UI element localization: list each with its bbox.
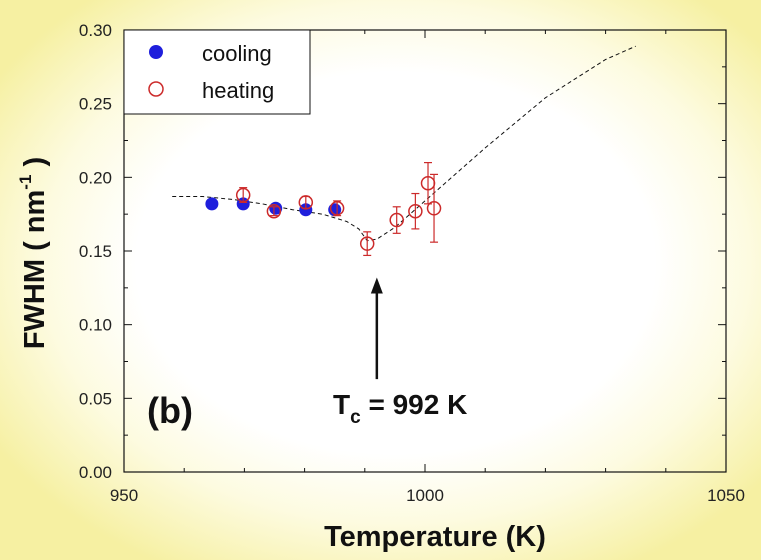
point-heating: [298, 195, 314, 210]
fit-line: [172, 45, 636, 242]
legend-box: [123, 29, 311, 115]
y-tick-label: 0.10: [79, 316, 112, 335]
legend-label-cooling: cooling: [202, 41, 272, 66]
y-tick-label: 0.15: [79, 242, 112, 261]
point-heating: [426, 201, 442, 216]
tc-annotation-main: T: [333, 389, 350, 420]
y-tick-label: 0.25: [79, 95, 112, 114]
point-heating: [389, 212, 404, 228]
tc-arrow-head: [370, 277, 383, 294]
x-tick-label: 950: [110, 486, 138, 505]
tc-annotation-sub: c: [350, 407, 361, 428]
y-axis-title-sup: -1: [16, 175, 35, 190]
y-tick-label: 0.00: [79, 463, 112, 482]
y-tick-label: 0.20: [79, 168, 112, 187]
panel-label: (b): [147, 390, 193, 431]
x-tick-label: 1050: [707, 486, 745, 505]
point-heating: [359, 236, 375, 251]
point-heating: [266, 203, 282, 219]
y-axis-title: FWHM ( nm-1 ): [16, 157, 51, 349]
y-axis-title-main: FWHM ( nm: [19, 190, 51, 349]
point-cooling: [299, 203, 313, 217]
x-axis-title: Temperature (K): [324, 521, 546, 553]
legend-label-heating: heating: [202, 78, 274, 103]
legend-marker-heating: [148, 81, 164, 97]
data-marks: [205, 162, 442, 257]
legend: cooling heating: [123, 29, 311, 115]
tc-annotation-rest: = 992 K: [361, 389, 468, 420]
tc-annotation: Tc = 992 K: [333, 389, 467, 428]
point-heating: [408, 203, 423, 219]
point-heating: [329, 201, 345, 216]
y-tick-label: 0.05: [79, 389, 112, 408]
axis-tick-labels: 950 1000 1050 0.00 0.05 0.10 0.15 0.20 0.25 0.30: [79, 21, 745, 505]
point-heating: [235, 187, 251, 203]
x-tick-label: 1000: [406, 486, 444, 505]
y-tick-label: 0.30: [79, 21, 112, 40]
legend-marker-cooling: [149, 45, 163, 59]
point-cooling: [205, 197, 219, 211]
y-axis-title-close: ): [19, 157, 51, 175]
